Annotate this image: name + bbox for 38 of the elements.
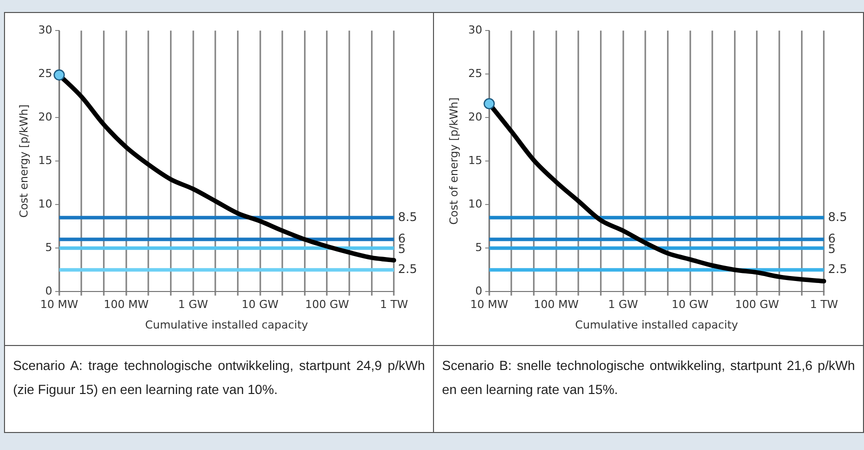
x-tick-label: 1 GW [608, 298, 638, 312]
ref-line-label: 5 [398, 242, 406, 256]
y-tick-label: 0 [474, 284, 482, 298]
y-tick-label: 0 [45, 284, 52, 298]
x-axis-title: Cumulative installed capacity [145, 318, 309, 332]
y-tick-label: 20 [38, 110, 52, 124]
x-tick-label: 100 GW [734, 298, 779, 312]
ref-line-label: 8.5 [828, 210, 847, 224]
y-tick-label: 15 [38, 154, 52, 167]
x-tick-label: 10 MW [470, 298, 508, 312]
x-tick-label: 1 TW [380, 298, 408, 312]
y-tick-label: 15 [468, 154, 482, 167]
y-axis-title: Cost energy [p/kWh] [17, 104, 30, 218]
y-tick-label: 30 [468, 23, 482, 36]
y-axis-title: Cost of energy [p/kWh] [446, 97, 460, 225]
text: Scenario A: trage technologische ontwikkeling, startpunt 24,9 p/kWh (zie Figuur 15) en een learning rate van 10%. [13, 357, 425, 399]
y-tick-label: 10 [468, 197, 482, 210]
ref-line-label: 2.5 [828, 262, 847, 276]
x-tick-label: 1 GW [178, 298, 208, 312]
y-tick-label: 5 [474, 240, 482, 254]
y-tick-label: 30 [38, 23, 52, 36]
ref-line-label: 5 [828, 242, 836, 256]
x-tick-label: 100 GW [305, 298, 350, 312]
x-axis-title: Cumulative installed capacity [574, 318, 738, 332]
text: Scenario B: snelle technologische ontwikkeling, startpunt 21,6 p/kWh en een learning rate van 15%. [442, 357, 855, 399]
y-tick-label: 20 [468, 110, 482, 124]
y-tick-label: 25 [468, 66, 482, 80]
x-tick-label: 100 MW [104, 298, 149, 312]
y-tick-label: 25 [38, 66, 52, 80]
x-tick-label: 10 GW [242, 298, 279, 312]
y-tick-label: 5 [45, 240, 52, 254]
y-tick-label: 10 [38, 197, 52, 210]
x-tick-label: 1 TW [809, 298, 838, 312]
x-tick-label: 100 MW [533, 298, 578, 312]
x-tick-label: 10 GW [671, 298, 708, 312]
ref-line-label: 2.5 [398, 262, 418, 276]
ref-line-label: 8.5 [398, 210, 418, 224]
x-tick-label: 10 MW [40, 298, 78, 312]
